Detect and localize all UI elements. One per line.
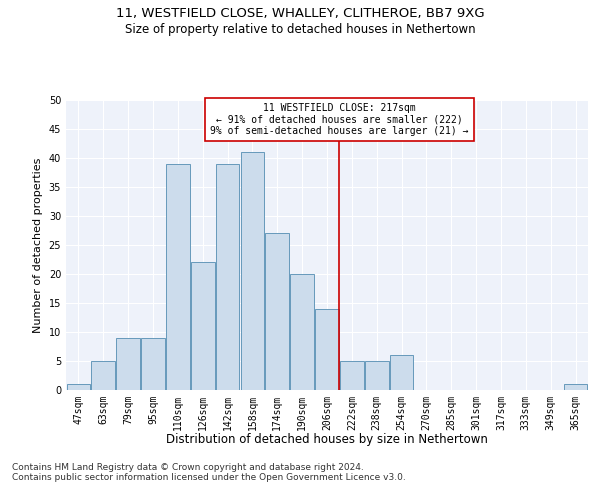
- Bar: [141, 338, 165, 390]
- Bar: [216, 164, 239, 390]
- Bar: [67, 384, 90, 390]
- Bar: [166, 164, 190, 390]
- Bar: [241, 152, 264, 390]
- Text: Distribution of detached houses by size in Nethertown: Distribution of detached houses by size …: [166, 432, 488, 446]
- Text: Contains HM Land Registry data © Crown copyright and database right 2024.: Contains HM Land Registry data © Crown c…: [12, 464, 364, 472]
- Text: 11 WESTFIELD CLOSE: 217sqm
← 91% of detached houses are smaller (222)
9% of semi: 11 WESTFIELD CLOSE: 217sqm ← 91% of deta…: [210, 103, 469, 136]
- Bar: [365, 361, 389, 390]
- Bar: [91, 361, 115, 390]
- Bar: [340, 361, 364, 390]
- Bar: [390, 355, 413, 390]
- Text: Size of property relative to detached houses in Nethertown: Size of property relative to detached ho…: [125, 22, 475, 36]
- Bar: [564, 384, 587, 390]
- Bar: [265, 234, 289, 390]
- Bar: [315, 309, 339, 390]
- Text: 11, WESTFIELD CLOSE, WHALLEY, CLITHEROE, BB7 9XG: 11, WESTFIELD CLOSE, WHALLEY, CLITHEROE,…: [116, 8, 484, 20]
- Text: Contains public sector information licensed under the Open Government Licence v3: Contains public sector information licen…: [12, 474, 406, 482]
- Bar: [191, 262, 215, 390]
- Bar: [116, 338, 140, 390]
- Bar: [290, 274, 314, 390]
- Y-axis label: Number of detached properties: Number of detached properties: [33, 158, 43, 332]
